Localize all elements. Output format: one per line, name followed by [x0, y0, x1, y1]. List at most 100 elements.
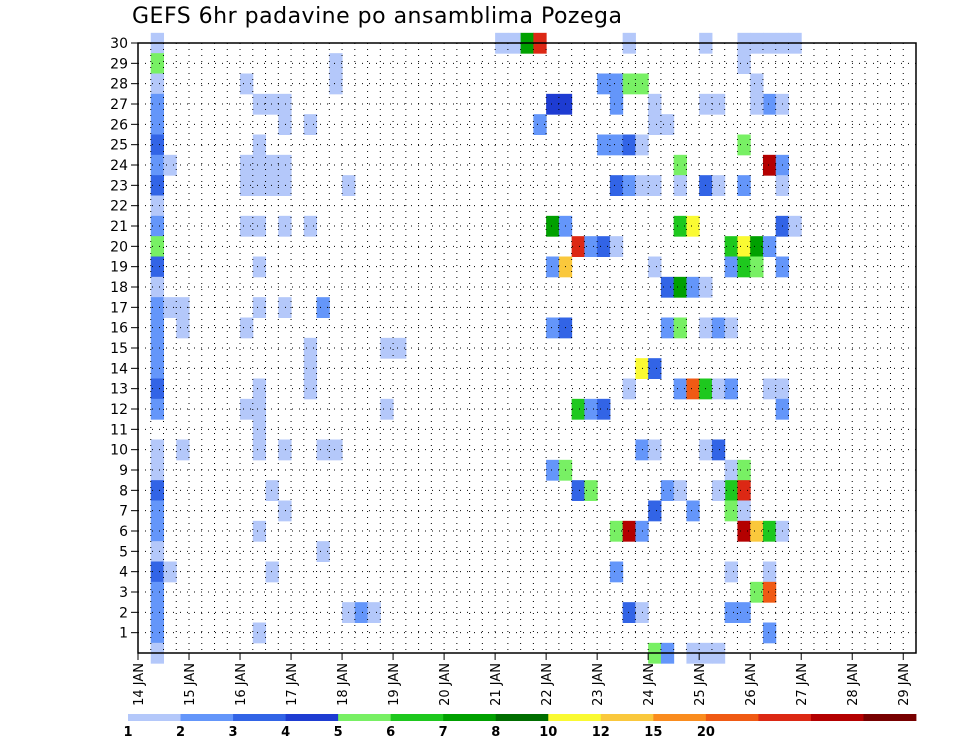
y-tick-label: 20 [110, 239, 128, 255]
heatmap-cell [150, 114, 165, 135]
heatmap-cell [609, 236, 624, 257]
x-tick-label: 16 JAN [234, 663, 249, 706]
heatmap-cell [380, 337, 394, 359]
heatmap-cell [737, 480, 751, 501]
heatmap-cell [711, 378, 726, 400]
x-tick-label: 29 JAN [897, 663, 912, 706]
heatmap-cell [176, 297, 190, 318]
heatmap-cell [240, 175, 254, 196]
heatmap-cell [265, 480, 279, 501]
heatmap-cell [265, 93, 279, 115]
colorbar-swatch [548, 714, 602, 721]
colorbar-label: 7 [439, 725, 448, 740]
heatmap-cell [329, 73, 343, 95]
heatmap-cell [546, 215, 560, 237]
heatmap-cell [571, 236, 585, 257]
heatmap-cell [278, 215, 292, 237]
heatmap-cell [252, 520, 267, 542]
x-tick-label: 28 JAN [846, 663, 861, 706]
colorbar: 1 2 3 4 5 6 7 8 10 12 15 20 [123, 714, 917, 740]
heatmap-cell [252, 93, 267, 115]
colorbar-swatch [128, 714, 181, 721]
y-tick-label: 6 [119, 524, 128, 540]
heatmap-cell [240, 73, 254, 95]
heatmap-cell [150, 236, 165, 257]
heatmap-cell [686, 276, 700, 298]
colorbar-swatch [863, 714, 917, 721]
heatmap-cell [278, 500, 292, 522]
heatmap-cell [597, 73, 611, 95]
heatmap-cell [329, 439, 343, 461]
heatmap-cell [546, 317, 560, 339]
y-tick-label: 10 [110, 443, 128, 459]
heatmap-cell [571, 398, 585, 420]
colorbar-swatch [810, 714, 864, 721]
heatmap-cell [380, 398, 394, 420]
heatmap-cell [240, 215, 254, 237]
heatmap-cell [252, 256, 267, 278]
heatmap-cell [150, 215, 165, 237]
heatmap-cell [673, 317, 687, 339]
x-tick-label: 23 JAN [591, 663, 606, 706]
heatmap-cell [609, 175, 624, 196]
heatmap-cell [252, 134, 267, 156]
colorbar-swatch [705, 714, 759, 721]
heatmap-cell [252, 297, 267, 318]
heatmap-cell [750, 520, 764, 542]
heatmap-cell [584, 236, 598, 257]
heatmap-cell [597, 134, 611, 156]
x-tick-label: 24 JAN [642, 663, 657, 706]
heatmap-cell [673, 215, 687, 237]
heatmap-cell [303, 114, 318, 135]
heatmap-cell [724, 236, 738, 257]
colorbar-label: 10 [539, 725, 557, 740]
heatmap-cell [150, 317, 165, 339]
y-tick-label: 21 [110, 219, 128, 235]
heatmap-cell [252, 439, 267, 461]
heatmap-cell [240, 317, 254, 339]
x-tick-label: 14 JAN [132, 663, 147, 706]
heatmap-cell [648, 175, 662, 196]
x-tick-label: 26 JAN [744, 663, 759, 706]
heatmap-cell [609, 93, 624, 115]
colorbar-swatch [443, 714, 497, 721]
heatmap-cell [150, 93, 165, 115]
colorbar-label: 1 [123, 725, 132, 740]
heatmap-cell [673, 154, 687, 176]
heatmap-cell [265, 175, 279, 196]
heatmap-cell [711, 439, 726, 461]
heatmap-cell [622, 602, 636, 623]
heatmap-cell [762, 93, 777, 115]
heatmap-cell [750, 73, 764, 95]
heatmap-cell [711, 480, 726, 501]
heatmap-cell [737, 459, 751, 481]
y-tick-label: 15 [110, 341, 128, 357]
heatmap-cell [711, 175, 726, 196]
heatmap-cell [303, 215, 318, 237]
y-tick-label: 25 [110, 138, 128, 154]
heatmap-cell [252, 154, 267, 176]
y-axis: 1234567891011121314151617181920212223242… [110, 36, 138, 642]
heatmap-cell [673, 378, 687, 400]
heatmap-cell [546, 93, 560, 115]
heatmap-cell [150, 337, 165, 359]
heatmap-cell [737, 602, 751, 623]
heatmap-cell [150, 459, 165, 481]
colorbar-swatch [600, 714, 654, 721]
y-tick-label: 26 [110, 117, 128, 133]
heatmap-cell [788, 215, 802, 237]
heatmap-cell [750, 256, 764, 278]
colorbar-label: 3 [229, 725, 238, 740]
y-tick-label: 13 [110, 382, 128, 398]
colorbar-label: 15 [644, 725, 662, 740]
colorbar-swatch [390, 714, 444, 721]
heatmap-cell [648, 439, 662, 461]
heatmap-cell [316, 541, 330, 562]
heatmap-cell [571, 480, 585, 501]
cells-layer [150, 32, 802, 664]
y-tick-label: 19 [110, 260, 128, 276]
y-tick-label: 28 [110, 77, 128, 93]
y-tick-label: 12 [110, 402, 128, 418]
heatmap-cell [278, 93, 292, 115]
heatmap-cell [252, 215, 267, 237]
